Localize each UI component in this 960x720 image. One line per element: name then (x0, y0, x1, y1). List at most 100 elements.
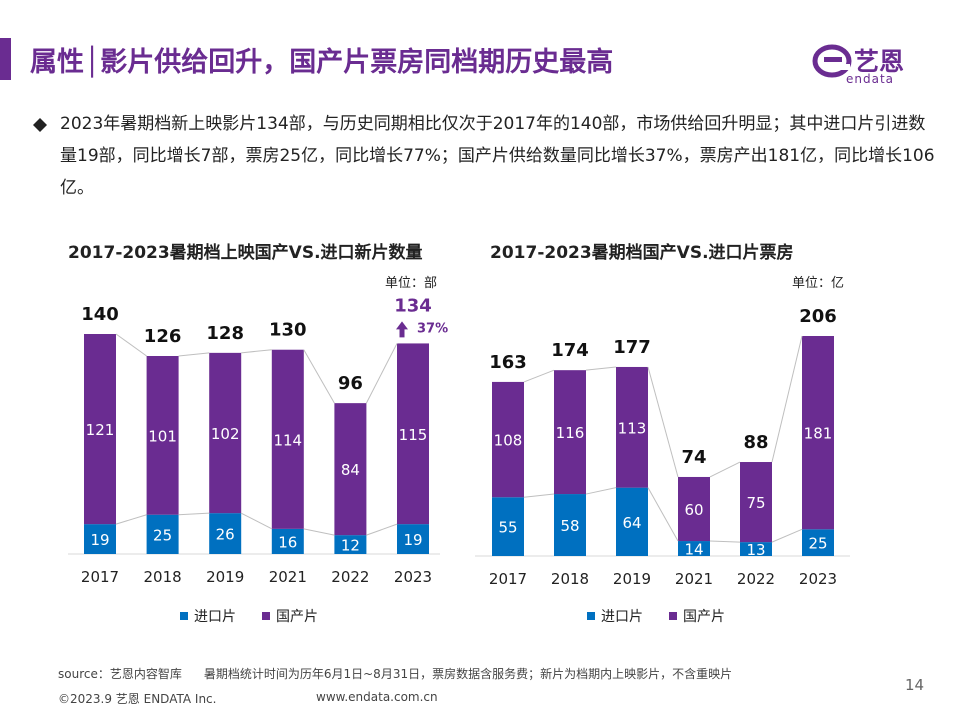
bar-domestic (84, 334, 116, 525)
data-label-total: 88 (743, 432, 768, 453)
bar-imported (209, 513, 242, 554)
x-tick-label: 2019 (206, 568, 244, 586)
total-connector-line (585, 366, 617, 371)
data-label-imported: 19 (90, 531, 109, 549)
segment-connector-line (585, 487, 617, 495)
segment-connector-line (240, 512, 273, 530)
bar-domestic (740, 462, 772, 543)
data-label-total: 126 (144, 326, 182, 347)
method-note: 暑期档统计时间为历年6月1日~8月31日，票房数据含服务费；新片为档期内上映影片… (203, 667, 733, 681)
total-connector-line (115, 333, 147, 357)
legend-item-imported: 进口片 (180, 606, 236, 626)
data-label-imported: 25 (153, 526, 172, 544)
data-label-imported: 55 (498, 519, 517, 537)
legend-item-imported: 进口片 (587, 606, 643, 626)
total-connector-line (241, 349, 272, 354)
x-tick-label: 2021 (269, 568, 307, 586)
data-label-total: 134 (394, 295, 432, 316)
bar-imported (740, 542, 772, 556)
page-title: 属性│影片供给回升，国产片票房同档期历史最高 (30, 47, 614, 78)
data-label-domestic: 102 (211, 425, 240, 443)
x-tick-label: 2019 (613, 570, 651, 588)
bar-domestic (554, 370, 586, 495)
total-connector-line (771, 335, 803, 463)
segment-connector-line (647, 487, 679, 542)
legend-label-imported: 进口片 (601, 609, 643, 625)
data-label-domestic: 108 (494, 432, 523, 450)
bar-domestic (678, 476, 710, 542)
x-tick-label: 2018 (144, 568, 182, 586)
data-label-domestic: 181 (804, 425, 833, 443)
data-label-total: 96 (338, 373, 363, 394)
segment-connector-line (115, 514, 147, 525)
arrow-up-icon (396, 321, 408, 338)
total-connector-line (647, 366, 679, 478)
data-label-domestic: 84 (341, 461, 360, 479)
logo-text-cn: 艺恩 (854, 47, 905, 76)
legend-label-domestic: 国产片 (683, 609, 725, 625)
data-label-total: 177 (613, 337, 651, 358)
data-label-domestic: 75 (746, 494, 765, 512)
bar-domestic (397, 343, 429, 525)
data-label-domestic: 60 (684, 501, 703, 519)
bar-imported (616, 487, 648, 556)
bar-imported (802, 529, 834, 556)
chart1-unit: 单位：部 (385, 276, 438, 291)
data-label-total: 163 (489, 352, 527, 373)
legend-label-domestic: 国产片 (276, 609, 318, 625)
x-tick-label: 2017 (489, 570, 527, 588)
growth-annotation: 37% (417, 321, 448, 336)
endata-logo-icon (812, 44, 852, 78)
data-label-imported: 58 (560, 517, 579, 535)
bar-domestic (146, 356, 179, 515)
data-label-imported: 25 (808, 535, 827, 553)
bar-domestic (334, 403, 367, 536)
page-number: 14 (905, 676, 925, 694)
x-tick-label: 2022 (331, 568, 369, 586)
x-tick-label: 2023 (799, 570, 837, 588)
data-label-total: 140 (81, 304, 119, 325)
bar-imported (84, 524, 116, 554)
bar-imported (492, 497, 524, 556)
data-label-imported: 13 (746, 541, 765, 559)
data-label-total: 74 (681, 447, 706, 468)
data-label-imported: 12 (341, 537, 360, 555)
data-label-total: 128 (206, 323, 244, 344)
legend-swatch-domestic (262, 612, 270, 620)
chart2-title: 2017-2023暑期档国产VS.进口片票房 (490, 243, 794, 263)
endata-logo: 艺恩 endata (812, 42, 932, 88)
data-label-domestic: 115 (399, 426, 428, 444)
total-connector-line (523, 369, 555, 383)
data-label-total: 174 (551, 340, 589, 361)
total-connector-line (303, 349, 335, 404)
bar-domestic (209, 352, 242, 514)
chart1-legend: 进口片 国产片 (180, 606, 318, 626)
data-label-domestic: 114 (273, 431, 302, 449)
x-tick-label: 2018 (551, 570, 589, 588)
data-label-imported: 16 (278, 533, 297, 551)
chart2-legend: 进口片 国产片 (587, 606, 725, 626)
segment-connector-line (178, 512, 210, 516)
bar-imported (271, 528, 304, 554)
segment-connector-line (303, 528, 335, 536)
bar-domestic (802, 336, 834, 530)
copyright: ©2023.9 艺恩 ENDATA Inc. (58, 692, 217, 706)
source-label: source：艺恩内容智库 (58, 667, 182, 681)
bar-imported (554, 494, 586, 556)
bar-imported (678, 541, 710, 556)
source-note: source：艺恩内容智库 暑期档统计时间为历年6月1日~8月31日，票房数据含服… (58, 665, 732, 682)
data-label-domestic: 101 (148, 427, 177, 445)
segment-connector-line (523, 493, 555, 498)
chart2-unit: 单位：亿 (792, 276, 845, 291)
data-label-domestic: 113 (618, 419, 647, 437)
legend-swatch-imported (180, 612, 188, 620)
legend-label-imported: 进口片 (194, 609, 236, 625)
legend-item-domestic: 国产片 (669, 606, 725, 626)
x-tick-label: 2017 (81, 568, 119, 586)
website-link[interactable]: www.endata.com.cn (316, 690, 438, 704)
bar-imported (397, 524, 429, 554)
x-tick-label: 2023 (394, 568, 432, 586)
total-connector-line (178, 352, 210, 357)
data-label-domestic: 116 (556, 424, 585, 442)
